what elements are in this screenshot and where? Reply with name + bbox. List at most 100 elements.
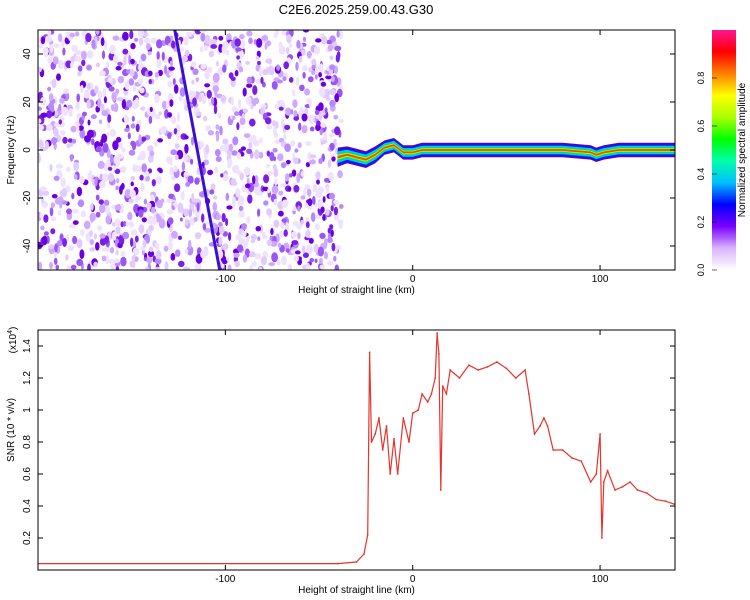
snr-point bbox=[580, 460, 583, 463]
snr-point bbox=[445, 393, 448, 395]
noise-cell bbox=[310, 212, 316, 223]
noise-cell bbox=[56, 73, 61, 81]
noise-cell bbox=[130, 176, 136, 181]
noise-cell bbox=[113, 165, 117, 171]
noise-cell bbox=[251, 261, 257, 267]
noise-cell bbox=[174, 183, 181, 192]
noise-cell bbox=[238, 66, 244, 73]
y-tick-label: 0.8 bbox=[22, 435, 33, 449]
noise-cell bbox=[135, 123, 140, 133]
noise-cell bbox=[81, 50, 87, 60]
noise-cell bbox=[225, 192, 229, 201]
noise-cell bbox=[262, 186, 269, 192]
noise-cell bbox=[188, 208, 192, 218]
noise-cell bbox=[155, 250, 162, 260]
noise-cell bbox=[105, 215, 111, 225]
noise-cell bbox=[301, 65, 308, 72]
noise-cell bbox=[118, 234, 123, 245]
noise-cell bbox=[257, 60, 261, 66]
noise-cell bbox=[217, 67, 224, 76]
noise-cell bbox=[319, 127, 323, 136]
noise-cell bbox=[51, 137, 58, 144]
noise-cell bbox=[280, 183, 286, 188]
noise-cell bbox=[300, 195, 306, 200]
snr-x-axis: -100 0 100 bbox=[215, 330, 609, 585]
noise-cell bbox=[303, 187, 307, 198]
noise-cell bbox=[55, 264, 60, 270]
noise-cell bbox=[258, 151, 264, 159]
noise-cell bbox=[271, 81, 278, 90]
noise-cell bbox=[336, 30, 340, 38]
noise-cell bbox=[218, 225, 225, 235]
noise-cell bbox=[297, 232, 301, 240]
noise-cell bbox=[293, 157, 299, 164]
noise-cell bbox=[117, 75, 125, 84]
noise-cell bbox=[112, 35, 120, 41]
noise-cell bbox=[142, 239, 147, 248]
figure-title: C2E6.2025.259.00.43.G30 bbox=[279, 2, 434, 17]
noise-cell bbox=[333, 206, 338, 216]
noise-cell bbox=[192, 97, 197, 107]
noise-cell bbox=[134, 197, 139, 203]
noise-cell bbox=[294, 148, 299, 153]
noise-cell bbox=[113, 155, 120, 165]
noise-cell bbox=[228, 143, 233, 152]
noise-cell bbox=[305, 141, 312, 146]
noise-cell bbox=[196, 111, 202, 116]
noise-cell bbox=[330, 229, 334, 237]
noise-cell bbox=[316, 120, 321, 126]
noise-cell bbox=[149, 106, 153, 112]
noise-cell bbox=[252, 175, 256, 185]
noise-cell bbox=[213, 195, 218, 200]
noise-cell bbox=[263, 200, 269, 206]
noise-cell bbox=[293, 185, 300, 193]
noise-cell bbox=[99, 233, 106, 239]
noise-cell bbox=[241, 113, 246, 119]
noise-cell bbox=[319, 232, 326, 239]
snr-point bbox=[389, 473, 392, 475]
noise-cell bbox=[322, 196, 326, 203]
noise-cell bbox=[185, 181, 191, 187]
noise-cell bbox=[255, 78, 262, 84]
snr-point bbox=[393, 437, 395, 440]
noise-cell bbox=[319, 87, 326, 97]
snr-point bbox=[439, 489, 442, 491]
noise-cell bbox=[325, 75, 332, 80]
streak-line bbox=[173, 30, 222, 270]
noise-cell bbox=[171, 230, 178, 239]
noise-cell bbox=[242, 254, 248, 263]
noise-cell bbox=[89, 239, 95, 245]
noise-cell bbox=[107, 172, 115, 182]
noise-cell bbox=[70, 125, 77, 133]
snr-point bbox=[385, 425, 388, 427]
noise-cell bbox=[123, 116, 130, 124]
noise-cell bbox=[39, 212, 43, 219]
noise-cell bbox=[106, 159, 111, 167]
noise-cell bbox=[38, 106, 43, 111]
noise-cell bbox=[120, 256, 127, 267]
noise-cell bbox=[131, 115, 135, 122]
noise-cell bbox=[245, 183, 251, 189]
noise-cell bbox=[130, 181, 134, 187]
snr-point bbox=[533, 433, 536, 435]
snr-point bbox=[664, 500, 667, 503]
noise-cell bbox=[51, 78, 57, 89]
noise-cell bbox=[154, 257, 162, 265]
snr-point bbox=[336, 562, 339, 565]
noise-cell bbox=[72, 220, 79, 226]
noise-cell bbox=[38, 153, 41, 163]
noise-cell bbox=[194, 232, 202, 240]
noise-cell bbox=[238, 49, 244, 60]
noise-cell bbox=[176, 130, 180, 141]
snr-point bbox=[366, 533, 369, 536]
noise-cell bbox=[174, 143, 180, 149]
noise-cell bbox=[77, 65, 83, 72]
noise-cell bbox=[97, 160, 105, 170]
noise-cell bbox=[140, 106, 146, 111]
noise-cell bbox=[125, 221, 129, 227]
noise-cell bbox=[320, 122, 327, 128]
noise-cell bbox=[269, 151, 275, 162]
noise-cell bbox=[278, 190, 284, 196]
noise-cell bbox=[77, 125, 84, 131]
noise-cell bbox=[76, 258, 84, 266]
